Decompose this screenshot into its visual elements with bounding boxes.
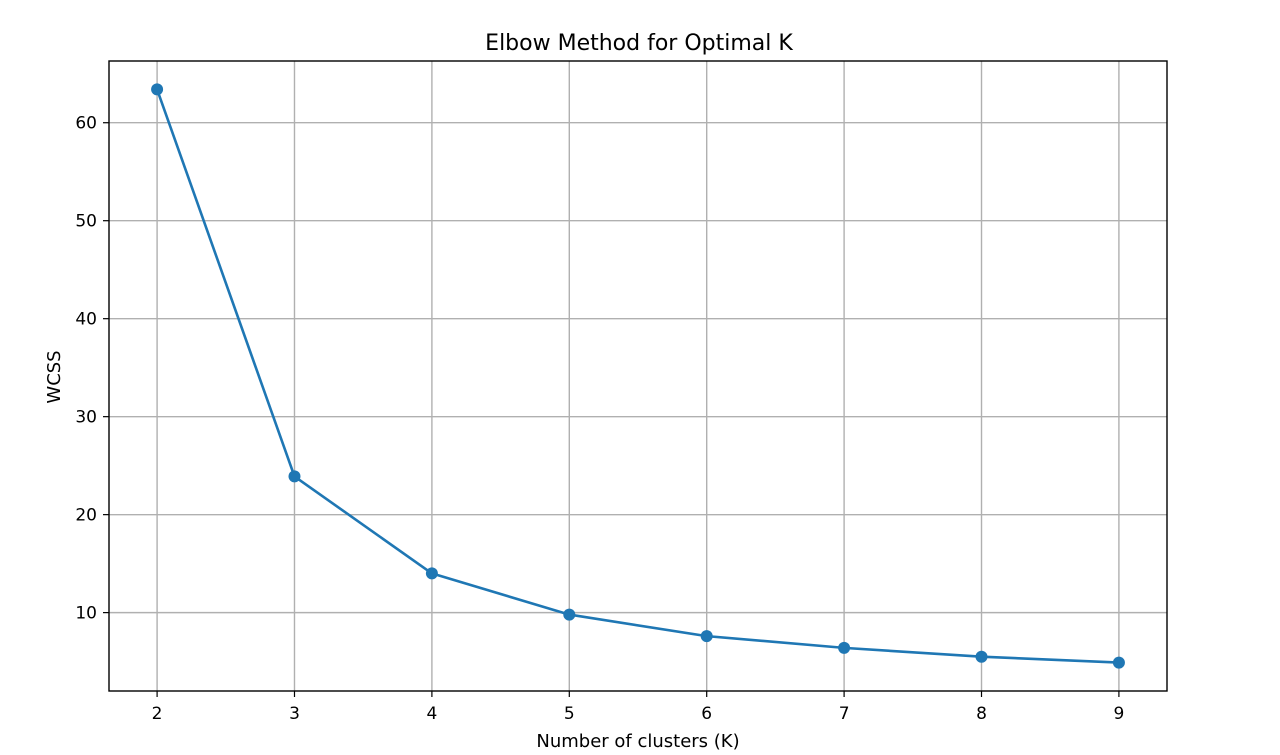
- x-tick-label: 7: [839, 704, 850, 724]
- data-point: [425, 567, 438, 580]
- y-tick-label: 50: [75, 212, 97, 232]
- y-tick-label: 40: [75, 310, 97, 330]
- y-tick-label: 10: [75, 604, 97, 624]
- data-point: [151, 83, 164, 96]
- x-tick-label: 2: [152, 704, 163, 724]
- data-point: [563, 608, 576, 621]
- plot-area-frame: [108, 60, 1168, 692]
- data-point: [838, 641, 851, 654]
- y-tick-label: 30: [75, 408, 97, 428]
- y-tick-label: 60: [75, 114, 97, 134]
- data-point: [975, 650, 988, 663]
- grid-lines: [109, 61, 1167, 691]
- axis-ticks: 2 3 4 5 6 7 8 9 10 20 30 40 50 60: [75, 114, 1124, 724]
- chart-title: Elbow Method for Optimal K: [485, 31, 793, 56]
- y-axis-label: WCSS: [44, 350, 65, 403]
- y-tick-label: 20: [75, 506, 97, 526]
- data-point: [1112, 656, 1125, 669]
- x-tick-label: 4: [426, 704, 437, 724]
- x-tick-label: 6: [701, 704, 712, 724]
- x-axis-label: Number of clusters (K): [536, 731, 739, 752]
- x-tick-label: 9: [1113, 704, 1124, 724]
- x-tick-label: 8: [976, 704, 987, 724]
- data-point: [700, 630, 713, 643]
- series-line: [155, 88, 1119, 664]
- data-point: [288, 470, 301, 483]
- x-tick-label: 5: [564, 704, 575, 724]
- x-tick-label: 3: [289, 704, 300, 724]
- data-series: [151, 83, 1125, 669]
